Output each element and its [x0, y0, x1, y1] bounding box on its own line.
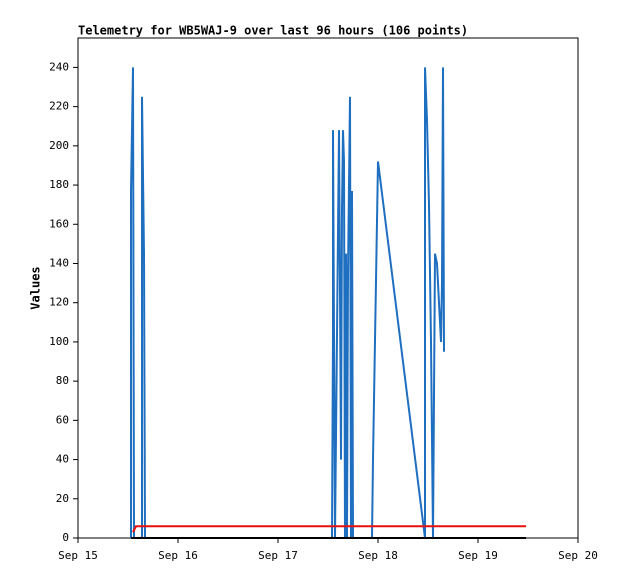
y-tick-label: 40 — [56, 453, 69, 466]
x-tick-label: Sep 16 — [158, 549, 198, 562]
y-tick-label: 0 — [62, 531, 69, 544]
x-tick-label: Sep 18 — [358, 549, 398, 562]
y-tick-label: 120 — [49, 296, 69, 309]
y-axis-label: Values — [29, 266, 43, 309]
series-line — [130, 67, 445, 539]
y-tick-label: 160 — [49, 217, 69, 230]
y-tick-label: 20 — [56, 492, 69, 505]
y-tick-label: 140 — [49, 256, 69, 269]
y-tick-label: 80 — [56, 374, 69, 387]
x-tick-label: Sep 19 — [458, 549, 498, 562]
y-tick-label: 200 — [49, 139, 69, 152]
y-tick-label: 240 — [49, 60, 69, 73]
y-tick-label: 220 — [49, 100, 69, 113]
y-tick-label: 60 — [56, 413, 69, 426]
chart-title: Telemetry for WB5WAJ-9 over last 96 hour… — [78, 24, 468, 38]
x-tick-label: Sep 15 — [58, 549, 98, 562]
series-line — [132, 525, 526, 533]
y-tick-label: 100 — [49, 335, 69, 348]
x-tick-label: Sep 17 — [258, 549, 298, 562]
y-tick-label: 180 — [49, 178, 69, 191]
x-tick-label: Sep 20 — [558, 549, 598, 562]
